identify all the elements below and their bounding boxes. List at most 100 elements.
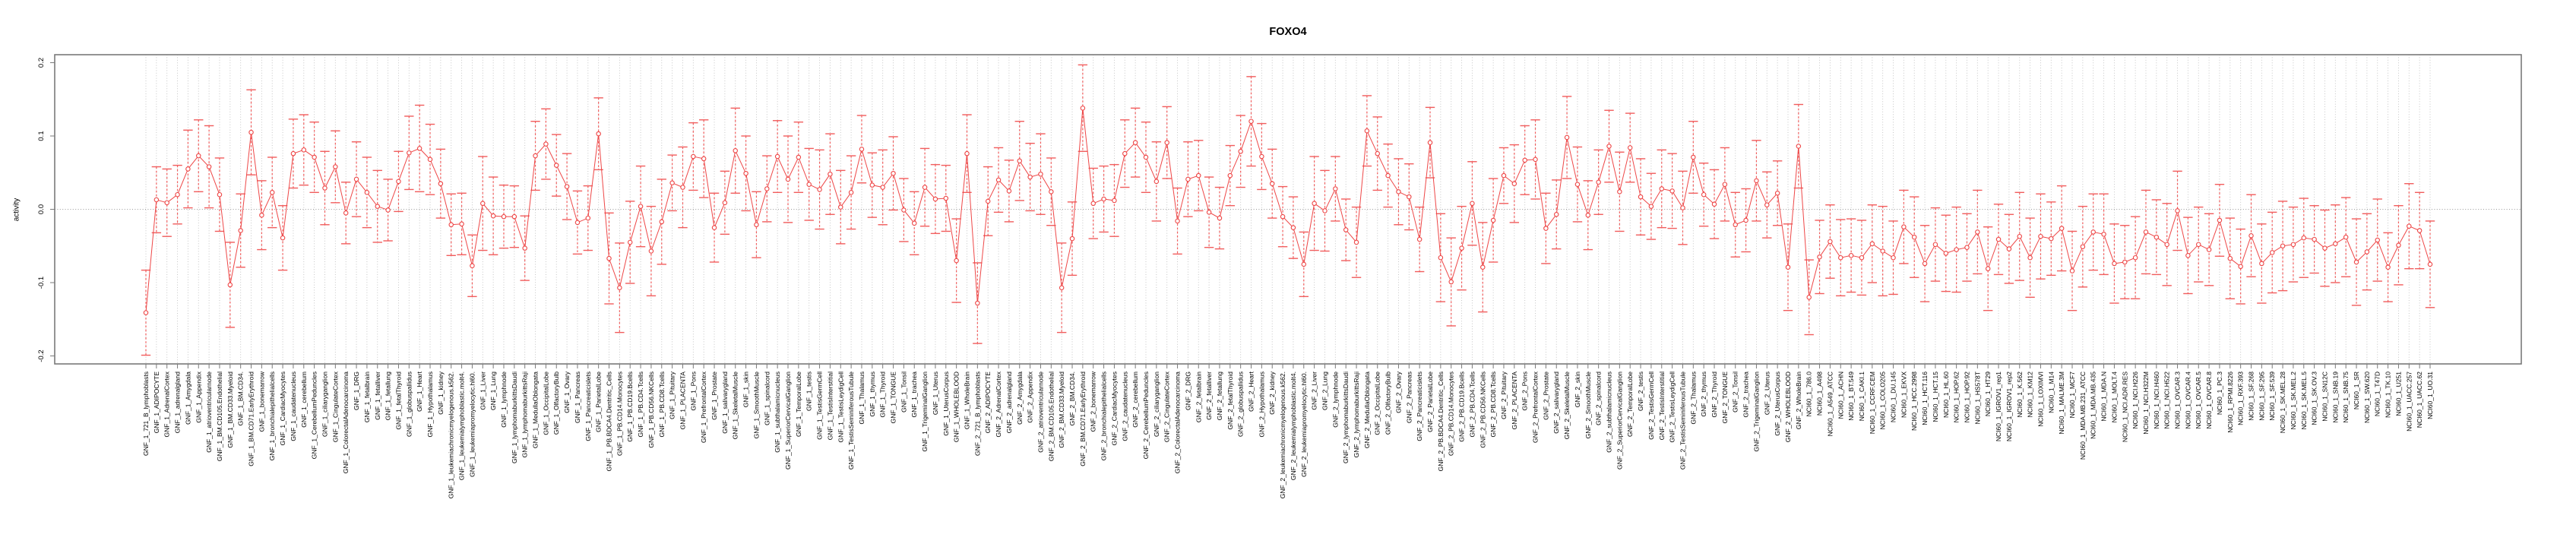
data-point: [533, 153, 538, 159]
data-point: [932, 196, 938, 202]
x-axis-label: GNF_2_bronchialepithelialcells: [1100, 372, 1108, 460]
data-point: [1859, 255, 1865, 261]
x-axis-label: GNF_1_kidney: [437, 371, 445, 414]
y-axis-tick-label: 0.2: [37, 58, 46, 68]
data-point: [153, 197, 160, 203]
x-axis-label: NCI60_1_EKVX: [1900, 372, 1907, 418]
data-point: [2206, 247, 2212, 252]
x-axis-label: GNF_1_Tonsil: [900, 372, 907, 413]
data-point: [2259, 261, 2264, 267]
data-point: [2280, 243, 2286, 248]
data-point: [574, 220, 581, 226]
x-axis-label: GNF_2_TestisLeydigCell: [1669, 372, 1676, 443]
data-point: [922, 185, 928, 190]
x-axis-label: GNF_2_Thyroid: [1710, 372, 1718, 418]
data-point: [1943, 251, 1949, 256]
x-axis-label: NCI60_1_HCT.15: [1932, 372, 1939, 422]
x-axis-label: NCI60_1_NCI.H460: [2153, 372, 2160, 429]
x-axis-label: NCI60_1_ACHN: [1837, 372, 1844, 419]
x-axis-label: GNF_1_Pancreas: [574, 372, 581, 423]
x-axis-label: GNF_1_ColorectalAdenocarcinoma: [342, 372, 350, 473]
data-point: [2195, 242, 2201, 248]
x-axis-label: NCI60_1_KM12: [2027, 372, 2034, 418]
x-axis-label: GNF_2_ColorectalAdenocarcinoma: [1174, 372, 1182, 473]
x-axis-label: GNF_2_PrefrontalCortex: [1532, 371, 1540, 443]
x-axis-label: GNF_1_SmoothMuscle: [752, 372, 760, 439]
x-axis-label: GNF_2_kidney: [1268, 371, 1276, 414]
x-axis-label: NCI60_1_T47D: [2374, 372, 2381, 416]
data-point: [1975, 229, 1980, 235]
data-point: [2101, 232, 2106, 237]
x-axis-label: GNF_1_UterusCorpus: [942, 372, 950, 436]
data-point: [2407, 223, 2412, 229]
data-point: [1733, 222, 1738, 228]
data-point: [964, 150, 970, 157]
data-point: [711, 225, 717, 230]
data-point: [1806, 295, 1812, 300]
x-axis-label: GNF_2_TONGUE: [1721, 372, 1729, 424]
data-point: [2375, 237, 2380, 243]
data-point: [407, 150, 412, 156]
x-axis-label: NCI60_1_786.0: [1805, 372, 1813, 417]
x-axis-label: GNF_2_PLACENTA: [1511, 372, 1518, 430]
x-axis-label: NCI60_1_LOXIMVI: [2036, 372, 2044, 427]
data-point: [891, 170, 896, 176]
data-point: [1764, 202, 1770, 207]
x-axis-label: GNF_1_721_B_lymphoblasts: [142, 372, 150, 456]
x-axis-label: GNF_2_TemporalLobe: [1626, 372, 1634, 437]
data-point: [1301, 261, 1307, 267]
x-axis-label: NCI60_1_MALME.3M: [2058, 372, 2065, 435]
data-point: [1080, 106, 1086, 111]
data-point: [185, 166, 191, 172]
data-point: [143, 310, 149, 315]
x-axis-label: NCI60_1_NCI.H522: [2163, 372, 2171, 429]
x-axis-label: GNF_1_DRG: [353, 372, 360, 410]
data-point: [2143, 229, 2149, 235]
data-point: [375, 204, 381, 209]
x-axis-label: NCI60_1_MCF7: [2068, 372, 2076, 419]
data-point: [1828, 239, 1833, 245]
data-point: [227, 282, 233, 288]
data-point: [2175, 208, 2180, 213]
x-axis-label: GNF_2_Appendix: [1027, 371, 1034, 422]
x-axis-label: GNF_1_lymphomaburkittsRaji: [521, 372, 529, 457]
data-point: [1711, 201, 1717, 207]
x-axis-label: NCI60_1_NCI.ADR.RES: [2121, 372, 2128, 442]
data-point: [1932, 242, 1938, 248]
data-point: [1480, 264, 1486, 270]
data-point: [2322, 245, 2328, 251]
x-axis-label: NCI60_1_A549_ATCC: [1826, 372, 1834, 436]
x-axis-label: GNF_2_lymphomaburkittsDaudi: [1342, 372, 1350, 463]
x-axis-label: GNF_1_Hypothalamus: [426, 372, 434, 437]
data-point: [1901, 224, 1907, 229]
x-axis-label: GNF_2_CingulateCortex: [1163, 371, 1171, 442]
x-axis-label: GNF_1_BM.CD71.EarlyErythroid: [248, 372, 255, 466]
data-point: [1375, 150, 1380, 157]
data-point: [1564, 134, 1570, 141]
data-point: [785, 176, 791, 182]
x-axis-label: GNF_2_OlfactoryBulb: [1385, 372, 1392, 435]
x-axis-label: GNF_2_cerebellum: [1131, 372, 1139, 428]
data-point: [1669, 188, 1675, 194]
data-point: [2238, 264, 2243, 270]
x-axis-label: GNF_2_Hypothalamus: [1258, 372, 1265, 437]
data-point: [838, 204, 843, 210]
x-axis-label: GNF_1_Amygdala: [184, 372, 191, 425]
data-point: [1627, 145, 1633, 150]
x-axis-label: NCI60_1_CAKI.1: [1858, 372, 1866, 421]
x-axis-label: GNF_1_bonemarrow: [258, 371, 265, 432]
x-axis-label: GNF_1_TestisInterstitial: [826, 372, 834, 440]
x-axis-label: GNF_1_Lung: [489, 372, 497, 410]
data-point: [290, 150, 296, 157]
x-axis-label: GNF_1_OlfactoryBulb: [552, 372, 560, 435]
data-point: [1185, 176, 1191, 182]
data-point: [1175, 218, 1180, 224]
data-point: [1101, 196, 1106, 202]
data-point: [385, 207, 391, 213]
data-point: [1448, 279, 1454, 285]
data-point: [280, 235, 286, 241]
data-point: [1911, 234, 1917, 240]
x-axis-label: GNF_2_Pons: [1521, 372, 1529, 411]
x-axis-label: GNF_2_globuspallidus: [1237, 372, 1245, 437]
x-axis-label: GNF_2_DRG: [1184, 372, 1191, 410]
